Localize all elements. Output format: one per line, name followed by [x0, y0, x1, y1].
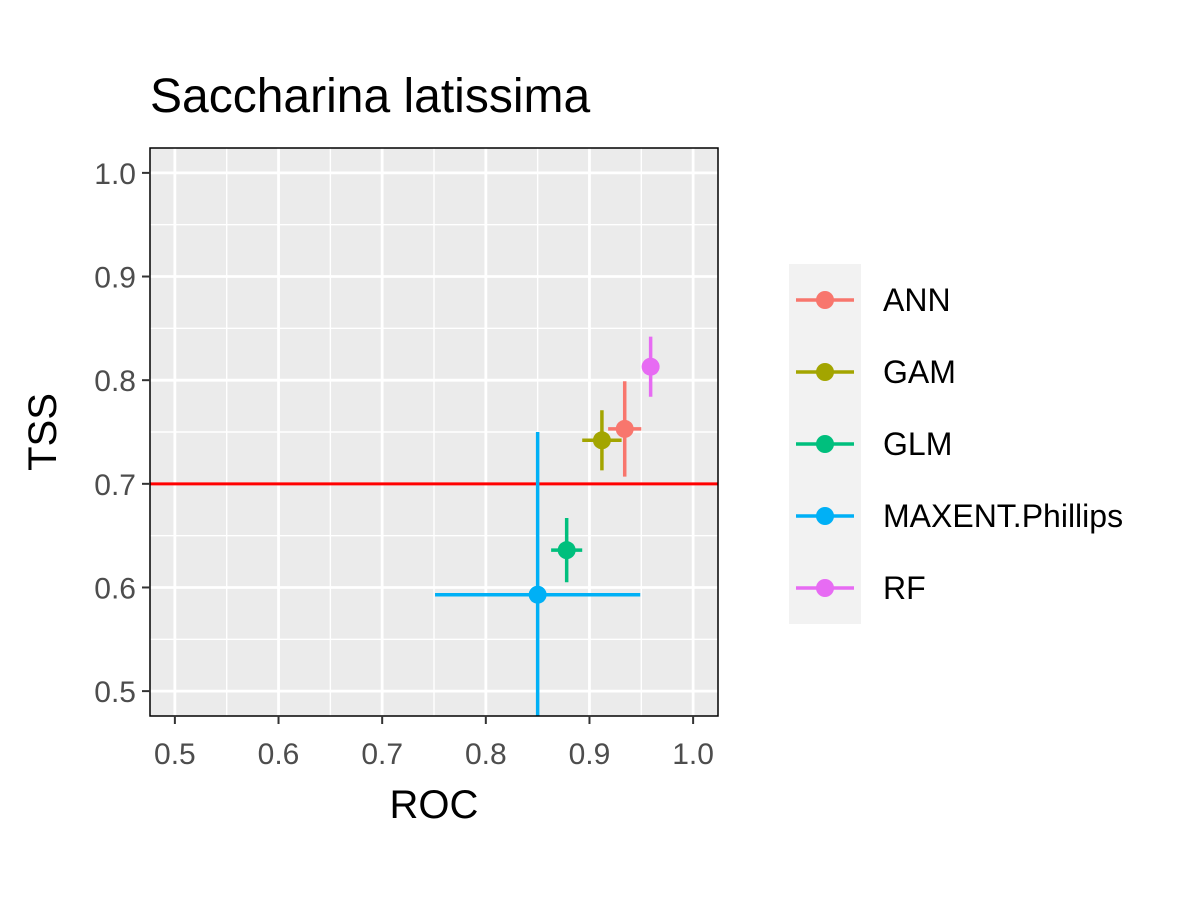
y-tick-label: 0.7 — [94, 469, 136, 502]
series-gam — [582, 410, 622, 471]
legend-key-point-gam — [816, 363, 834, 381]
x-axis-ticks: 0.5 0.6 0.7 0.8 0.9 1.0 — [154, 716, 714, 771]
x-tick-label: 0.8 — [465, 738, 507, 771]
series-ann — [608, 381, 642, 477]
x-tick-label: 0.9 — [569, 738, 611, 771]
legend-entry-ann: ANN — [796, 282, 951, 318]
y-axis-title: TSS — [21, 393, 65, 471]
legend-entry-rf: RF — [796, 570, 926, 606]
legend-entry-maxent-phillips: MAXENT.Phillips — [796, 498, 1123, 534]
x-tick-label: 1.0 — [672, 738, 714, 771]
x-axis-title: ROC — [390, 783, 479, 827]
y-tick-label: 0.8 — [94, 365, 136, 398]
legend-key-point-ann — [816, 291, 834, 309]
point-rf — [641, 357, 660, 376]
legend: ANN GAM GLM MAXENT.Phillips RF — [796, 282, 1123, 606]
legend-label-maxent-phillips: MAXENT.Phillips — [883, 498, 1123, 534]
x-tick-label: 0.5 — [154, 738, 196, 771]
y-tick-label: 1.0 — [94, 158, 136, 191]
legend-label-rf: RF — [883, 570, 926, 606]
y-axis-ticks: 0.5 0.6 0.7 0.8 0.9 1.0 — [94, 158, 150, 709]
legend-key-point-glm — [816, 435, 834, 453]
y-tick-label: 0.9 — [94, 262, 136, 295]
minor-gridlines — [150, 148, 718, 716]
series-rf — [641, 336, 660, 397]
y-tick-label: 0.6 — [94, 572, 136, 605]
data-marks — [435, 336, 660, 716]
point-ann — [615, 419, 634, 438]
series-maxent-phillips — [435, 432, 641, 716]
legend-key-point-maxent-phillips — [816, 507, 834, 525]
point-maxent-phillips — [528, 585, 547, 604]
x-tick-label: 0.7 — [361, 738, 403, 771]
legend-entry-glm: GLM — [796, 426, 952, 462]
series-glm — [551, 518, 583, 583]
legend-label-glm: GLM — [883, 426, 952, 462]
panel-border — [149, 147, 719, 717]
chart-title: Saccharina latissima — [150, 70, 590, 123]
legend-label-ann: ANN — [883, 282, 951, 318]
y-tick-label: 0.5 — [94, 676, 136, 709]
legend-key-point-rf — [816, 579, 834, 597]
point-gam — [592, 431, 611, 450]
x-tick-label: 0.6 — [258, 738, 300, 771]
point-glm — [557, 541, 576, 560]
legend-entry-gam: GAM — [796, 354, 956, 390]
legend-label-gam: GAM — [883, 354, 956, 390]
